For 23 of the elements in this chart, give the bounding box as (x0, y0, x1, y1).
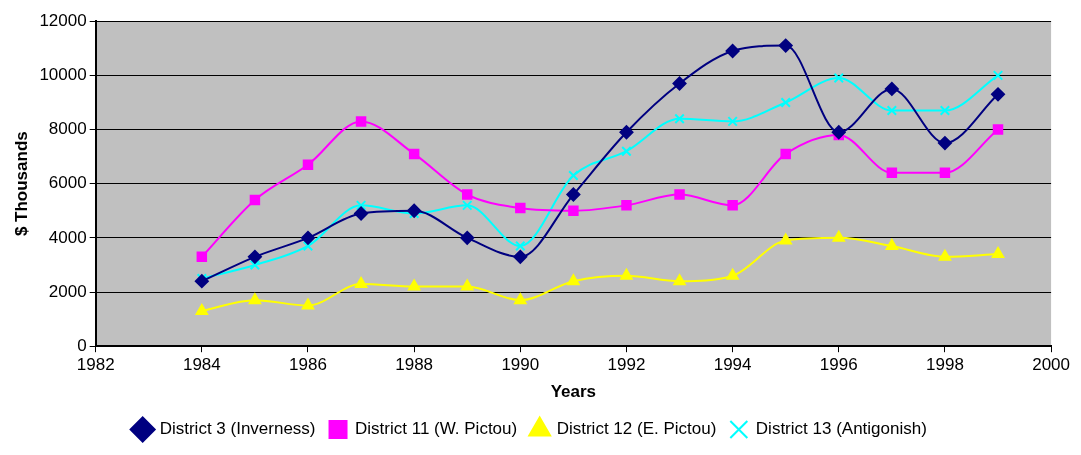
x-tick-label: 1982 (76, 355, 115, 375)
y-tick-label: 8000 (48, 119, 87, 139)
x-tick-label: 1984 (182, 355, 221, 375)
x-tick-label: 1994 (713, 355, 752, 375)
y-axis-title: $ Thousands (11, 131, 31, 237)
x-tick-label: 1998 (926, 355, 964, 375)
x-tick-label: 1992 (607, 355, 646, 375)
x-tick-label: 2000 (1032, 355, 1070, 375)
y-tick-label: 10000 (39, 65, 87, 85)
legend-label: District 11 (W. Pictou) (355, 419, 518, 439)
x-tick-label: 1990 (501, 355, 540, 375)
x-tick-label: 1996 (819, 355, 858, 375)
x-tick-label: 1988 (395, 355, 434, 375)
legend-label: District 13 (Antigonish) (755, 419, 927, 439)
x-axis-title: Years (550, 382, 597, 402)
legend-label: District 3 (Inverness) (159, 419, 316, 439)
y-tick-label: 12000 (39, 10, 87, 30)
y-tick-label: 0 (77, 335, 87, 355)
y-tick-label: 4000 (48, 227, 87, 247)
x-tick-label: 1986 (289, 355, 327, 375)
legend-label: District 12 (E. Pictou) (556, 419, 717, 439)
y-tick-label: 2000 (48, 281, 87, 301)
y-tick-label: 6000 (48, 173, 87, 193)
